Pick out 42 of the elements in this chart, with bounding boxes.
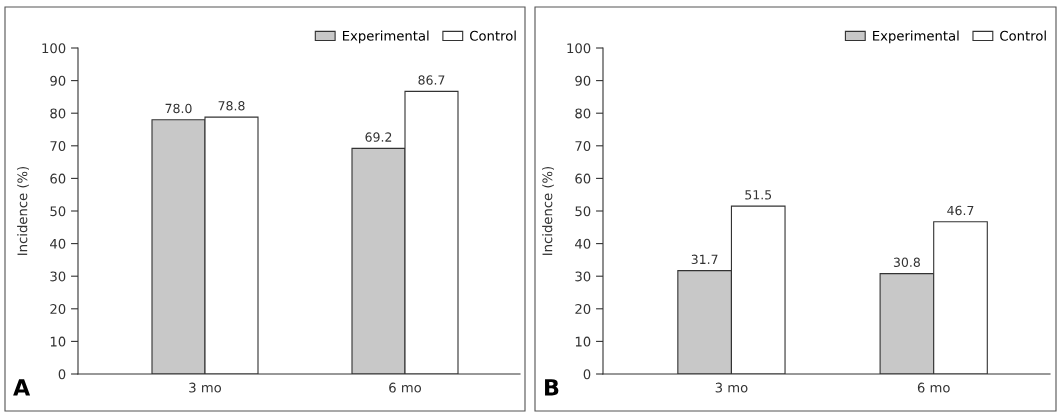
data-label: 31.7 <box>691 254 718 265</box>
y-tick-label: 30 <box>50 271 66 282</box>
legend-label: Experimental <box>343 30 429 44</box>
legend-label: Control <box>1000 30 1046 41</box>
data-label: 78.8 <box>218 101 245 111</box>
data-label: 46.7 <box>947 205 974 216</box>
y-tick-label: 10 <box>50 336 66 347</box>
y-tick-label: 70 <box>50 141 66 151</box>
y-tick-label: 100 <box>42 43 66 54</box>
y-tick-label: 100 <box>567 43 591 54</box>
y-tick-label: 30 <box>575 271 591 282</box>
x-tick-label: 3 mo <box>715 382 748 393</box>
data-label: 51.5 <box>745 190 772 200</box>
legend-label: Experimental <box>873 30 959 44</box>
y-tick-label: 60 <box>50 173 66 184</box>
x-tick-label: 3 mo <box>189 382 222 393</box>
y-tick-label: 70 <box>575 141 591 151</box>
y-tick-label: 40 <box>50 238 66 249</box>
y-tick-label: 80 <box>575 108 591 119</box>
y-tick-label: 50 <box>575 206 591 217</box>
y-tick-label: 10 <box>575 336 591 347</box>
y-tick-label: 80 <box>50 108 66 119</box>
data-label: 78.0 <box>165 103 192 114</box>
text: B <box>545 379 559 396</box>
data-label: 86.7 <box>418 75 445 85</box>
data-label: 30.8 <box>893 257 920 267</box>
data-label: 69.2 <box>365 132 392 142</box>
y-tick-label: 20 <box>50 304 66 314</box>
y-tick-label: 0 <box>58 369 66 380</box>
y-axis-title: Incidence (%) <box>542 166 554 255</box>
y-tick-label: 90 <box>575 75 591 86</box>
y-tick-label: 90 <box>50 75 66 86</box>
legend-label: Control <box>470 30 516 41</box>
y-tick-label: 60 <box>575 173 591 184</box>
y-tick-label: 20 <box>575 304 591 314</box>
text: A <box>13 379 31 396</box>
y-tick-label: 0 <box>583 369 591 380</box>
y-axis-title: Incidence (%) <box>17 166 29 255</box>
x-tick-label: 6 mo <box>917 382 950 393</box>
y-tick-label: 50 <box>50 206 66 217</box>
y-tick-label: 40 <box>575 238 591 249</box>
x-tick-label: 6 mo <box>389 382 422 393</box>
